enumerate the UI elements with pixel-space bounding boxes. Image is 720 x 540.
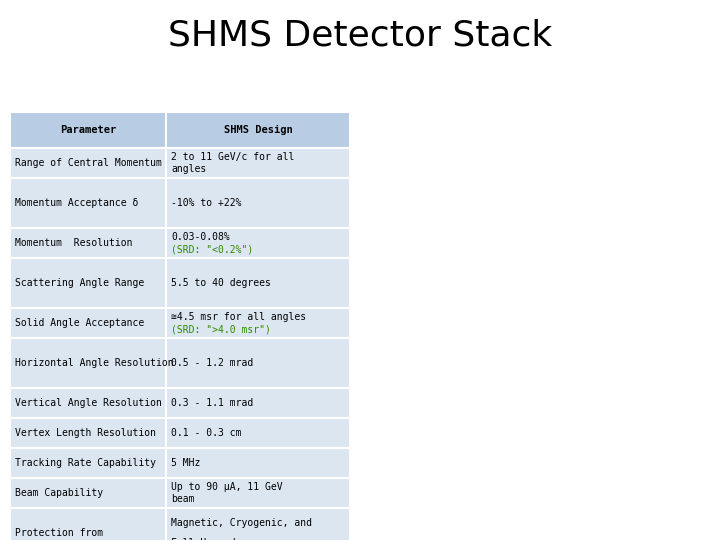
Bar xyxy=(166,338,350,388)
Bar xyxy=(166,178,350,228)
Text: 0.5 - 1.2 mrad: 0.5 - 1.2 mrad xyxy=(171,358,253,368)
Text: (SRD: ">4.0 msr"): (SRD: ">4.0 msr") xyxy=(171,324,271,334)
Text: Fall Hazards: Fall Hazards xyxy=(171,538,242,540)
Bar xyxy=(166,258,350,308)
Text: 0.3 - 1.1 mrad: 0.3 - 1.1 mrad xyxy=(171,398,253,408)
Bar xyxy=(166,418,350,448)
Bar xyxy=(10,388,166,418)
Text: beam: beam xyxy=(171,494,195,504)
Bar xyxy=(166,508,350,540)
Text: Magnetic, Cryogenic, and: Magnetic, Cryogenic, and xyxy=(171,518,312,528)
Text: Horizontal Angle Resolution: Horizontal Angle Resolution xyxy=(15,358,174,368)
Text: Parameter: Parameter xyxy=(60,125,117,135)
Bar xyxy=(166,448,350,478)
Bar xyxy=(166,112,350,148)
Text: 2 to 11 GeV/c for all: 2 to 11 GeV/c for all xyxy=(171,152,294,162)
Bar xyxy=(10,338,166,388)
Bar xyxy=(10,148,166,178)
Text: Momentum  Resolution: Momentum Resolution xyxy=(15,238,132,248)
Text: 5.5 to 40 degrees: 5.5 to 40 degrees xyxy=(171,278,271,288)
Bar xyxy=(10,112,166,148)
Text: Range of Central Momentum: Range of Central Momentum xyxy=(15,158,162,168)
Text: Vertical Angle Resolution: Vertical Angle Resolution xyxy=(15,398,162,408)
Bar xyxy=(10,178,166,228)
Text: SHMS Detector Stack: SHMS Detector Stack xyxy=(168,18,552,52)
Text: (SRD: "<0.2%"): (SRD: "<0.2%") xyxy=(171,244,253,254)
Text: Solid Angle Acceptance: Solid Angle Acceptance xyxy=(15,318,144,328)
Text: Momentum Acceptance δ: Momentum Acceptance δ xyxy=(15,198,138,208)
Text: 0.1 - 0.3 cm: 0.1 - 0.3 cm xyxy=(171,428,242,438)
Text: Scattering Angle Range: Scattering Angle Range xyxy=(15,278,144,288)
Text: Up to 90 μA, 11 GeV: Up to 90 μA, 11 GeV xyxy=(171,482,283,492)
Bar xyxy=(166,228,350,258)
Bar xyxy=(10,258,166,308)
Text: Protection from: Protection from xyxy=(15,528,103,538)
Text: Beam Capability: Beam Capability xyxy=(15,488,103,498)
Bar xyxy=(10,228,166,258)
Text: 0.03-0.08%: 0.03-0.08% xyxy=(171,232,230,242)
Bar xyxy=(10,418,166,448)
Bar xyxy=(10,478,166,508)
Text: 5 MHz: 5 MHz xyxy=(171,458,201,468)
Bar xyxy=(10,448,166,478)
Text: ≅4.5 msr for all angles: ≅4.5 msr for all angles xyxy=(171,312,307,322)
Text: angles: angles xyxy=(171,164,207,174)
Text: Tracking Rate Capability: Tracking Rate Capability xyxy=(15,458,156,468)
Bar xyxy=(166,478,350,508)
Bar xyxy=(166,308,350,338)
Bar xyxy=(166,148,350,178)
Bar xyxy=(10,308,166,338)
Text: SHMS Design: SHMS Design xyxy=(224,125,292,135)
Bar xyxy=(166,388,350,418)
Text: Vertex Length Resolution: Vertex Length Resolution xyxy=(15,428,156,438)
Bar xyxy=(10,508,166,540)
Text: -10% to +22%: -10% to +22% xyxy=(171,198,242,208)
